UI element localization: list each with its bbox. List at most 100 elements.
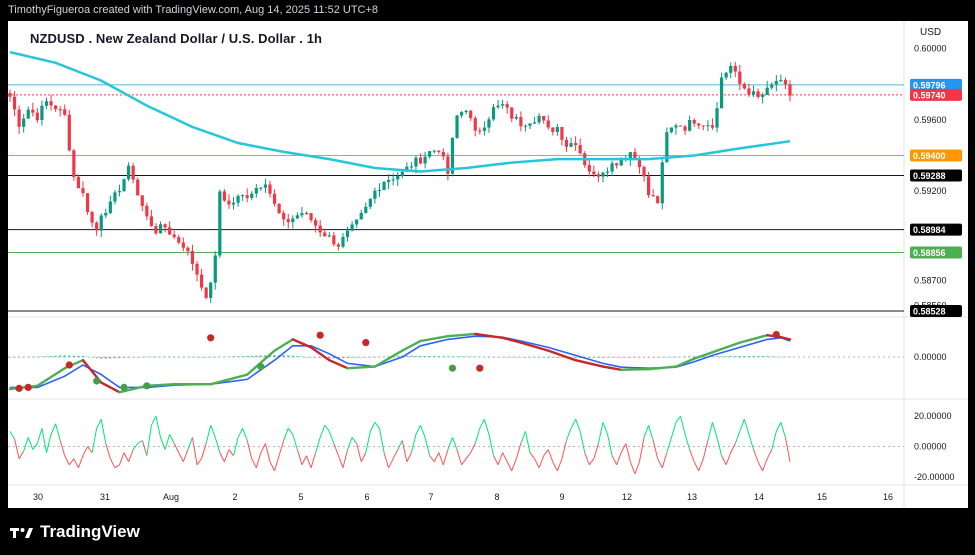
osc1-histogram-bar [387, 356, 390, 357]
osc2-line-segment [451, 437, 458, 450]
currency-label[interactable]: USD [920, 27, 942, 38]
osc1-histogram-bar [90, 357, 94, 358]
osc1-fast-line-segment [100, 381, 121, 394]
osc2-line-segment [670, 422, 677, 438]
osc1-histogram-bar [173, 356, 176, 358]
candle-body [747, 88, 751, 95]
osc1-histogram-bar [747, 356, 751, 357]
price-axis-tick: 0.59200 [914, 186, 947, 196]
osc1-fast-line-segment [620, 367, 650, 371]
osc1-histogram-bar [77, 355, 80, 357]
osc1-histogram-bar [204, 356, 208, 358]
osc1-histogram-bar [95, 357, 98, 359]
x-axis-tick: 6 [364, 492, 369, 502]
candle-body [738, 71, 742, 84]
osc1-histogram-bar [770, 356, 773, 357]
candle-body [254, 188, 258, 194]
osc2-line-segment [64, 455, 70, 466]
osc2-line-segment [251, 458, 257, 469]
osc1-fast-line-segment [693, 351, 714, 360]
osc1-histogram-bar [451, 356, 454, 357]
osc2-line-segment [625, 443, 631, 462]
osc2-line-segment [59, 440, 66, 456]
osc1-histogram-bar [191, 356, 194, 358]
osc2-line-segment [269, 461, 276, 472]
osc1-histogram-bar [683, 356, 687, 358]
osc1-fast-line-segment [674, 357, 696, 368]
osc1-histogram-bar [378, 356, 381, 358]
osc1-histogram-bar [487, 356, 491, 358]
osc1-histogram-bar [647, 357, 650, 358]
osc1-histogram-bar [533, 357, 536, 358]
candle-body [546, 120, 550, 128]
osc2-line-segment [388, 458, 394, 469]
candle-body [633, 152, 637, 159]
osc2-line-segment [32, 443, 38, 450]
osc2-line-segment [474, 428, 481, 444]
osc2-line-segment [324, 424, 330, 432]
osc1-histogram-bar [492, 356, 495, 358]
osc1-fast-line-segment [647, 365, 678, 371]
osc1-histogram-bar [638, 357, 641, 358]
osc2-line-segment [784, 437, 791, 462]
candle-body [382, 182, 386, 191]
candle-body [122, 179, 126, 191]
candle-body [190, 251, 195, 264]
osc1-histogram-bar [615, 357, 618, 358]
osc1-cross-marker [120, 383, 128, 391]
osc1-histogram-bar [63, 355, 66, 357]
osc1-histogram-bar [761, 356, 764, 357]
candle-body [788, 84, 792, 96]
candle-body [95, 222, 99, 231]
osc1-fast-line-segment [474, 332, 504, 339]
candle-body [482, 127, 486, 131]
osc1-histogram-bar [36, 356, 39, 358]
candle-body [272, 193, 277, 204]
candle-body [418, 157, 423, 164]
osc1-histogram-bar [588, 357, 591, 358]
osc1-histogram-bar [410, 355, 413, 357]
osc2-line-segment [105, 443, 111, 459]
osc1-histogram-bar [241, 356, 244, 357]
osc1-histogram-bar [610, 357, 614, 358]
candle-body [259, 187, 263, 189]
osc1-histogram-bar [547, 357, 550, 358]
chart-canvas[interactable]: 0.600000.596000.592000.587000.585600.597… [8, 21, 968, 508]
price-level-tag [910, 305, 962, 317]
osc2-line-segment [191, 437, 198, 465]
osc1-cross-marker [207, 334, 215, 342]
osc1-histogram-bar [282, 355, 285, 357]
candle-body [136, 179, 140, 196]
osc2-line-segment [150, 415, 157, 426]
osc1-slow-line [10, 335, 791, 389]
osc1-cross-marker [65, 361, 73, 369]
osc2-line-segment [18, 450, 25, 459]
candle-body [615, 163, 619, 166]
osc2-line-segment [246, 440, 253, 459]
osc1-fast-line-segment [291, 338, 313, 349]
osc1-cross-marker [15, 384, 23, 392]
candle-body [751, 91, 756, 95]
candle-body [601, 172, 605, 177]
osc2-line-segment [287, 428, 294, 435]
osc2-line-segment [739, 419, 745, 432]
osc2-line-segment [360, 452, 367, 462]
osc2-line-segment [397, 440, 403, 450]
candle-body [140, 195, 144, 206]
candle-body [756, 91, 760, 97]
osc1-histogram-bar [195, 356, 199, 358]
osc2-line-segment [524, 431, 531, 453]
osc2-line-segment [214, 437, 221, 453]
osc2-line-segment [155, 416, 162, 438]
osc1-histogram-bar [104, 357, 107, 359]
osc1-histogram-bar [601, 357, 605, 358]
osc2-line-segment [570, 418, 577, 429]
osc1-histogram-bar [396, 355, 399, 357]
osc2-line-segment [68, 458, 75, 466]
osc2-line-segment [429, 455, 435, 463]
osc2-line-segment [707, 422, 713, 441]
osc2-line-segment [552, 461, 558, 472]
candle-body [555, 127, 559, 132]
chart-svg[interactable]: 0.600000.596000.592000.587000.585600.597… [8, 21, 968, 508]
osc1-fast-line-segment [118, 384, 149, 394]
